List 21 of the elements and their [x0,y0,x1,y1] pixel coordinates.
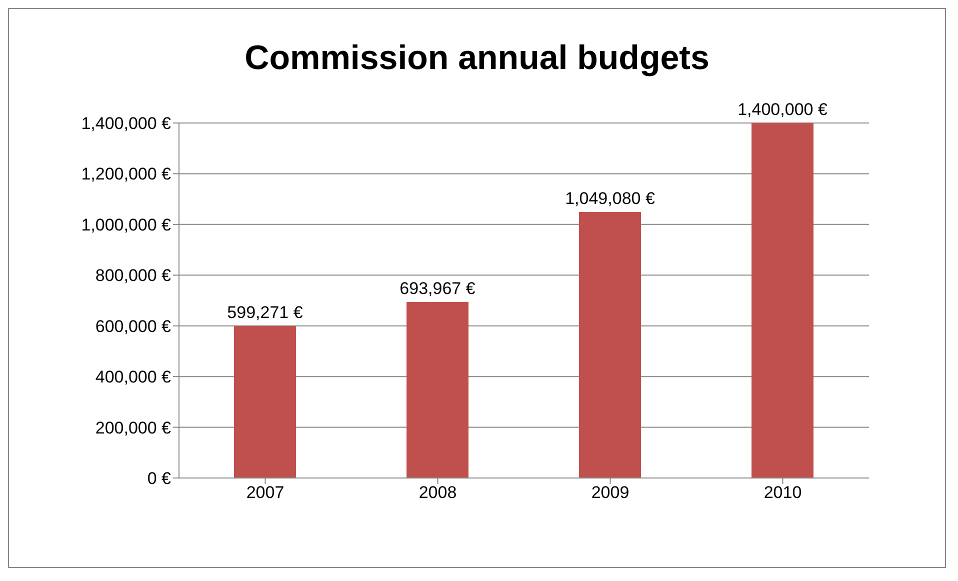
y-tick-label: 1,400,000 € [81,114,172,134]
y-tick-label: 200,000 € [95,418,172,438]
x-tick-label: 2010 [764,483,802,502]
y-tick-label: 800,000 € [95,266,172,286]
bar [752,123,814,478]
bar [579,212,641,478]
data-label: 599,271 € [227,303,304,322]
bar [234,326,296,478]
data-label: 1,049,080 € [565,188,656,208]
x-tick-label: 2009 [591,483,630,502]
x-tick-label: 2007 [246,483,284,502]
data-label: 1,400,000 € [738,100,828,119]
y-tick-label: 600,000 € [95,316,172,336]
y-tick-label: 0 € [147,469,172,488]
x-tick-label: 2008 [418,483,457,502]
y-tick-label: 1,000,000 € [81,215,172,234]
y-tick-label: 400,000 € [95,368,172,387]
data-label: 693,967 € [400,279,476,298]
y-tick-label: 1,200,000 € [81,164,172,184]
chart-title: Commission annual budgets [244,39,710,78]
bar [406,302,468,478]
